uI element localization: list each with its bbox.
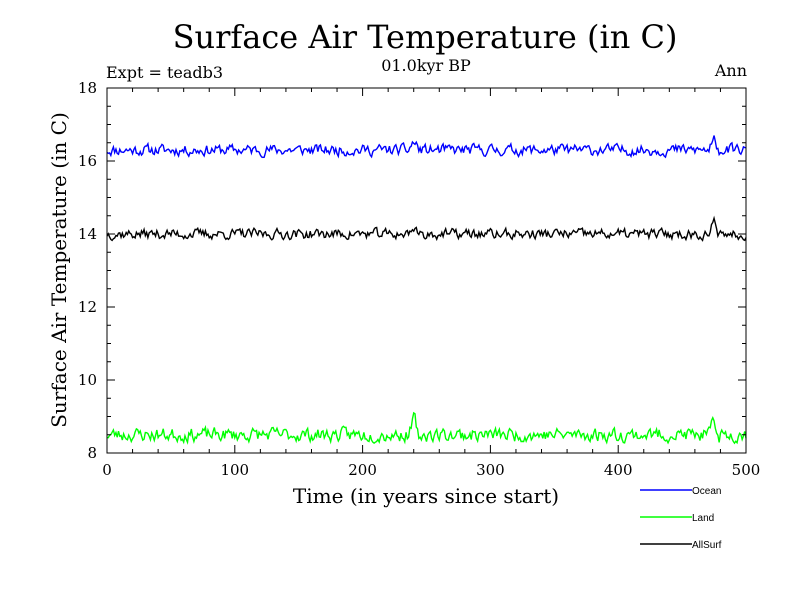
season-label: Ann — [714, 61, 747, 80]
chart-subtitle: 01.0kyr BP — [381, 56, 471, 75]
y-tick-label: 8 — [87, 444, 97, 462]
x-tick-label: 100 — [220, 461, 249, 479]
legend-label-ocean: Ocean — [692, 486, 721, 497]
y-tick-label: 10 — [78, 371, 97, 389]
series-layer — [106, 135, 747, 445]
y-tick-label: 16 — [78, 152, 97, 170]
series-line-allsurf — [106, 215, 747, 242]
x-tick-label: 300 — [476, 461, 505, 479]
y-tick-label: 12 — [78, 298, 97, 316]
series-line-ocean — [106, 135, 747, 159]
x-tick-label: 0 — [102, 461, 112, 479]
series-line-land — [106, 411, 747, 445]
x-tick-label: 200 — [348, 461, 377, 479]
legend-label-allsurf: AllSurf — [692, 540, 722, 551]
y-tick-label: 18 — [78, 79, 97, 97]
x-tick-label: 500 — [732, 461, 761, 479]
chart-title: Surface Air Temperature (in C) — [173, 18, 678, 56]
experiment-label: Expt = teadb3 — [106, 63, 223, 82]
plot-frame — [106, 87, 747, 454]
legend: Ocean Land AllSurf — [640, 486, 722, 551]
x-tick-label: 400 — [604, 461, 633, 479]
x-axis: 0 100 200 300 400 500 — [102, 88, 760, 479]
x-axis-label: Time (in years since start) — [293, 484, 559, 508]
y-tick-label: 14 — [78, 225, 97, 243]
y-axis: 8 10 12 14 16 18 — [78, 79, 746, 462]
y-axis-label: Surface Air Temperature (in C) — [47, 112, 71, 428]
legend-label-land: Land — [692, 513, 714, 524]
